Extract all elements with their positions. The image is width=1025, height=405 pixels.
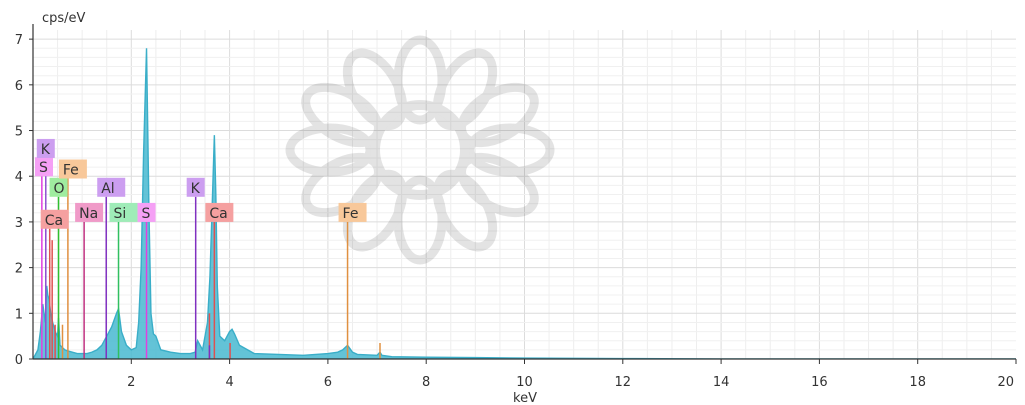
element-label-box [36,138,55,158]
y-tick-label: 6 [15,79,23,94]
element-label-box [40,209,69,229]
element-label-s: S [137,202,156,222]
element-label-box [205,202,234,222]
y-tick-label: 5 [15,125,23,140]
y-tick-label: 4 [15,170,23,185]
watermark-petal [342,169,408,252]
element-label-text: Al [101,181,114,197]
watermark-petal [342,48,408,131]
element-label-text: S [142,206,151,222]
element-label-ca: Ca [40,209,69,229]
element-label-al: Al [97,177,126,197]
element-label-box [186,177,205,197]
watermark-petal [301,82,383,148]
watermark-logo [285,35,555,265]
y-tick-label: 0 [15,353,23,368]
element-label-box [35,157,53,177]
element-label-text: O [54,181,65,197]
y-tick-label: 3 [15,216,23,231]
element-label-box [109,202,138,222]
element-label-na: Na [75,202,104,222]
watermark-petal [457,82,539,148]
watermark-petal [393,175,447,265]
y-axis-title: cps/eV [42,11,86,26]
y-tick-label: 7 [15,33,23,48]
x-tick-label: 4 [225,375,233,390]
element-label-k: K [36,138,55,158]
grid [33,30,1016,359]
watermark-center [370,100,470,200]
x-axis-ticks: 2 4 6 8 10 12 14 16 18 20 [127,359,1017,390]
watermark-petal [465,123,555,177]
element-label-text: Fe [63,163,79,179]
element-label-fe: Fe [338,202,367,222]
x-tick-label: 18 [909,375,926,390]
element-label-text: S [39,160,48,176]
x-tick-label: 12 [615,375,632,390]
element-label-box [58,159,87,179]
x-axis-title: keV [513,391,537,405]
element-label-box [97,177,126,197]
watermark-petal [285,123,375,177]
x-tick-label: 6 [324,375,332,390]
watermark-petal [432,169,498,252]
y-tick-label: 1 [15,307,23,322]
element-label-text: Si [114,206,127,222]
x-tick-label: 20 [997,375,1014,390]
x-tick-label: 8 [422,375,430,390]
y-tick-label: 2 [15,262,23,277]
watermark-petal [393,35,447,125]
element-label-text: K [41,142,51,158]
watermark-petal [457,152,539,218]
x-tick-label: 2 [127,375,135,390]
element-label-text: Fe [343,206,359,222]
x-tick-label: 16 [811,375,828,390]
watermark-petal [432,48,498,131]
element-label-text: Ca [45,213,63,229]
element-lines [41,157,381,359]
element-label-fe: Fe [58,159,87,179]
element-label-box [338,202,367,222]
element-label-text: Ca [209,206,227,222]
x-tick-label: 14 [713,375,730,390]
element-label-o: O [49,177,68,197]
element-label-k: K [186,177,205,197]
element-label-box [137,202,156,222]
element-label-ca: Ca [205,202,234,222]
element-label-box [49,177,68,197]
element-label-s: S [35,157,53,177]
element-label-si: Si [109,202,138,222]
x-tick-label: 10 [516,375,533,390]
element-label-text: Na [79,206,98,222]
element-label-box [75,202,104,222]
y-axis-ticks: 0 1 2 3 4 5 6 7 [15,33,33,368]
element-label-text: K [191,181,201,197]
